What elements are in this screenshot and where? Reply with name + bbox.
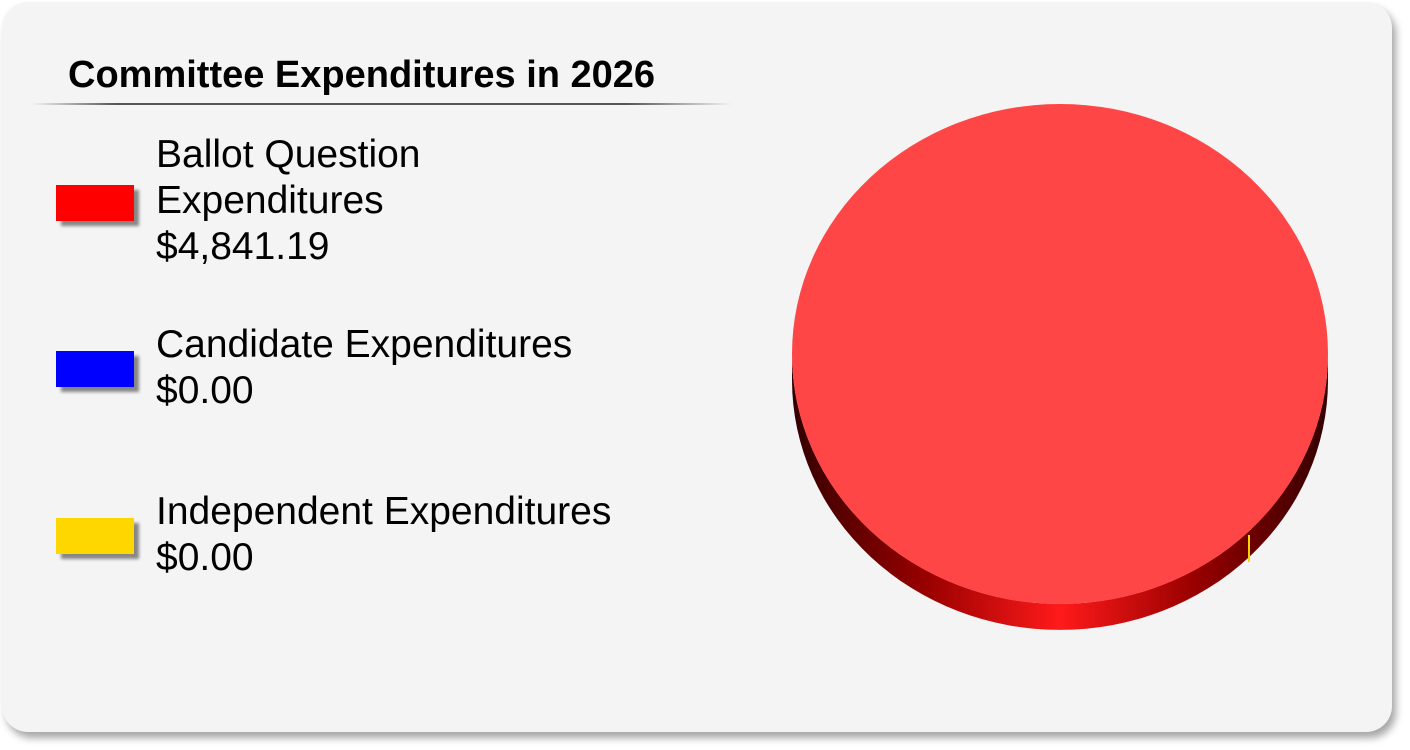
legend-amount: $0.00 [156,536,254,579]
legend-label-line: Ballot Question [156,133,421,176]
legend-swatch-independent [56,518,134,554]
legend-amount: $0.00 [156,369,254,412]
legend-label-line: Expenditures [156,179,384,222]
legend-amount: $4,841.19 [156,225,330,268]
title-divider [32,103,732,105]
legend-swatch-candidate [56,351,134,387]
chart-title: Committee Expenditures in 2026 [68,54,656,96]
pie-chart [762,92,1362,652]
pie-chart-svg [792,104,1328,630]
legend-label-line: Candidate Expenditures [156,323,573,366]
legend-swatch-ballot-question [56,185,134,221]
pie-slice-0 [792,104,1328,604]
legend-label-line: Independent Expenditures [156,490,612,533]
chart-card: Committee Expenditures in 2026 Ballot Qu… [2,2,1392,732]
